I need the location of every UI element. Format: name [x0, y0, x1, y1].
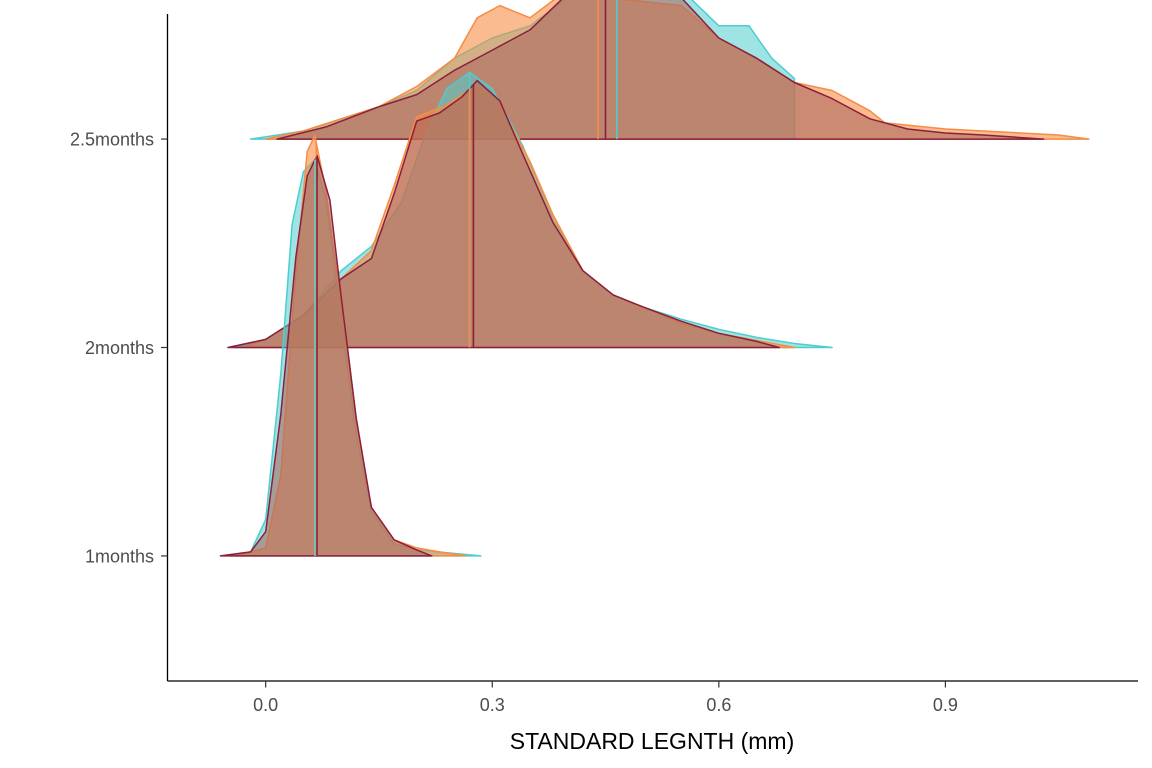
- x-tick-label: 0.0: [253, 695, 278, 715]
- ridge-group-1months: [219, 134, 482, 557]
- y-tick-label: 1months: [85, 546, 154, 566]
- y-tick-label: 2.5months: [70, 130, 154, 150]
- density-maroon-1months: [219, 154, 433, 557]
- x-tick-label: 0.3: [480, 695, 505, 715]
- y-axis-ticks: 1months 2months 2.5months: [70, 130, 168, 566]
- x-axis-ticks: 0.0 0.3 0.6 0.9: [253, 681, 958, 715]
- x-axis-title: STANDARD LEGNTH (mm): [510, 728, 795, 754]
- ridge-group-2months: [227, 71, 833, 349]
- x-tick-label: 0.6: [706, 695, 731, 715]
- ridge-group-2-5months: [249, 0, 1090, 140]
- x-tick-label: 0.9: [933, 695, 958, 715]
- density-maroon-2months: [227, 79, 781, 349]
- y-tick-label: 2months: [85, 338, 154, 358]
- density-maroon-2-5months: [276, 0, 1045, 140]
- density-ridges: [219, 0, 1090, 557]
